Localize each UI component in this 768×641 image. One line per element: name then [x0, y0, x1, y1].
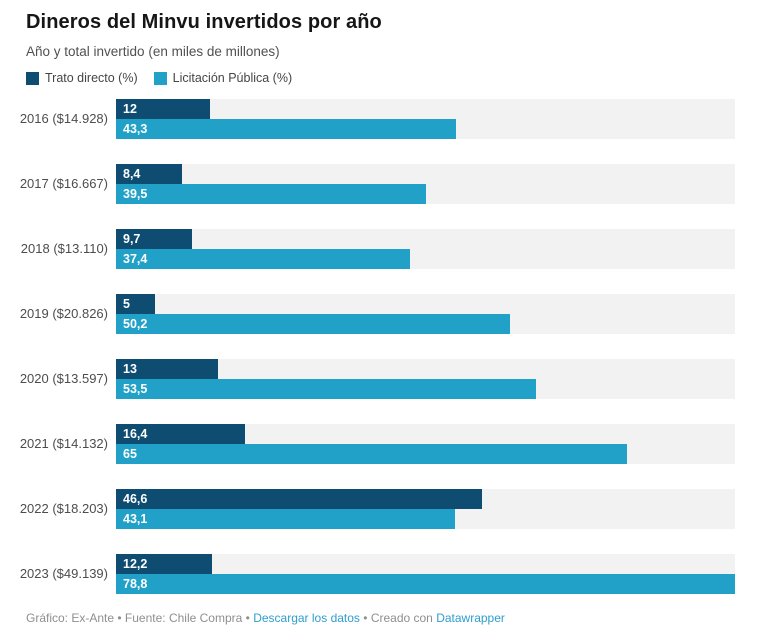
- bar-value: 13: [123, 362, 137, 376]
- bar-value: 43,3: [123, 122, 148, 136]
- row-label: 2020 ($13.597): [19, 371, 108, 386]
- footer-source: Fuente: Chile Compra: [124, 611, 243, 625]
- row-band: 16,4 65: [116, 424, 735, 464]
- chart-row: 2018 ($13.110) 9,7 37,4: [0, 229, 735, 269]
- bar-trato-directo: 13: [116, 359, 219, 379]
- legend-swatch-trato-directo: [26, 72, 39, 85]
- footer-separator: •: [245, 611, 250, 625]
- chart-row: 2022 ($18.203) 46,6 43,1: [0, 489, 735, 529]
- bar-licitacion-publica: 37,4: [116, 249, 410, 269]
- chart-row: 2020 ($13.597) 13 53,5: [0, 359, 735, 399]
- bar-licitacion-publica: 50,2: [116, 314, 511, 334]
- chart-row: 2019 ($20.826) 5 50,2: [0, 294, 735, 334]
- row-band: 13 53,5: [116, 359, 735, 399]
- chart-rows: 2016 ($14.928) 12 43,3 2017 ($16.667) 8,…: [0, 99, 768, 594]
- row-label: 2023 ($49.139): [19, 566, 108, 581]
- row-band: 12,2 78,8: [116, 554, 735, 594]
- row-band: 8,4 39,5: [116, 164, 735, 204]
- bar-value: 37,4: [123, 252, 148, 266]
- bar-licitacion-publica: 43,3: [116, 119, 457, 139]
- bar-value: 39,5: [123, 187, 148, 201]
- chart-title: Dineros del Minvu invertidos por año: [26, 11, 382, 33]
- bar-value: 46,6: [123, 492, 148, 506]
- chart-row: 2017 ($16.667) 8,4 39,5: [0, 164, 735, 204]
- bar-licitacion-publica: 53,5: [116, 379, 537, 399]
- bar-licitacion-publica: 43,1: [116, 509, 455, 529]
- bar-value: 9,7: [123, 232, 141, 246]
- bar-licitacion-publica: 65: [116, 444, 627, 464]
- row-label: 2019 ($20.826): [19, 306, 108, 321]
- chart-subtitle: Año y total invertido (en miles de millo…: [26, 44, 280, 59]
- chart-row: 2016 ($14.928) 12 43,3: [0, 99, 735, 139]
- row-label: 2021 ($14.132): [19, 436, 108, 451]
- legend-swatch-licitacion-publica: [153, 72, 167, 85]
- bar-value: 43,1: [123, 512, 148, 526]
- bar-value: 12,2: [123, 557, 148, 571]
- bar-trato-directo: 5: [116, 294, 156, 314]
- row-band: 12 43,3: [116, 99, 735, 139]
- row-band: 46,6 43,1: [116, 489, 735, 529]
- row-label: 2017 ($16.667): [19, 176, 108, 191]
- footer-created-with: Creado con: [370, 611, 433, 625]
- bar-trato-directo: 46,6: [116, 489, 483, 509]
- bar-trato-directo: 8,4: [116, 164, 182, 184]
- legend-item-trato-directo: Trato directo (%): [26, 71, 138, 86]
- row-label: 2022 ($18.203): [19, 501, 108, 516]
- bar-licitacion-publica: 39,5: [116, 184, 427, 204]
- row-band: 5 50,2: [116, 294, 735, 334]
- legend: Trato directo (%) Licitación Pública (%): [26, 71, 735, 86]
- legend-label-licitacion-publica: Licitación Pública (%): [172, 71, 293, 85]
- bar-trato-directo: 12: [116, 99, 211, 119]
- bar-value: 5: [123, 297, 130, 311]
- chart-header: Dineros del Minvu invertidos por año Año…: [0, 10, 768, 86]
- footer-separator: •: [363, 611, 368, 625]
- legend-label-trato-directo: Trato directo (%): [45, 71, 138, 85]
- bar-value: 12: [123, 102, 137, 116]
- chart-row: 2023 ($49.139) 12,2 78,8: [0, 554, 735, 594]
- bar-trato-directo: 16,4: [116, 424, 245, 444]
- bar-trato-directo: 12,2: [116, 554, 212, 574]
- bar-value: 53,5: [123, 382, 148, 396]
- bar-value: 65: [123, 447, 137, 461]
- bar-value: 78,8: [123, 577, 148, 591]
- row-band: 9,7 37,4: [116, 229, 735, 269]
- row-label: 2016 ($14.928): [19, 111, 108, 126]
- datawrapper-link[interactable]: Datawrapper: [436, 611, 505, 625]
- bar-value: 16,4: [123, 427, 148, 441]
- chart-row: 2021 ($14.132) 16,4 65: [0, 424, 735, 464]
- bar-value: 8,4: [123, 167, 141, 181]
- bar-trato-directo: 9,7: [116, 229, 193, 249]
- footer-separator: •: [117, 611, 122, 625]
- row-label: 2018 ($13.110): [20, 241, 108, 256]
- bar-value: 50,2: [123, 317, 148, 331]
- footer-credit: Gráfico: Ex-Ante: [26, 611, 115, 625]
- legend-item-licitacion-publica: Licitación Pública (%): [153, 71, 293, 86]
- download-data-link[interactable]: Descargar los datos: [253, 611, 360, 625]
- footer: Gráfico: Ex-Ante • Fuente: Chile Compra …: [0, 610, 768, 626]
- bar-licitacion-publica: 78,8: [116, 574, 735, 594]
